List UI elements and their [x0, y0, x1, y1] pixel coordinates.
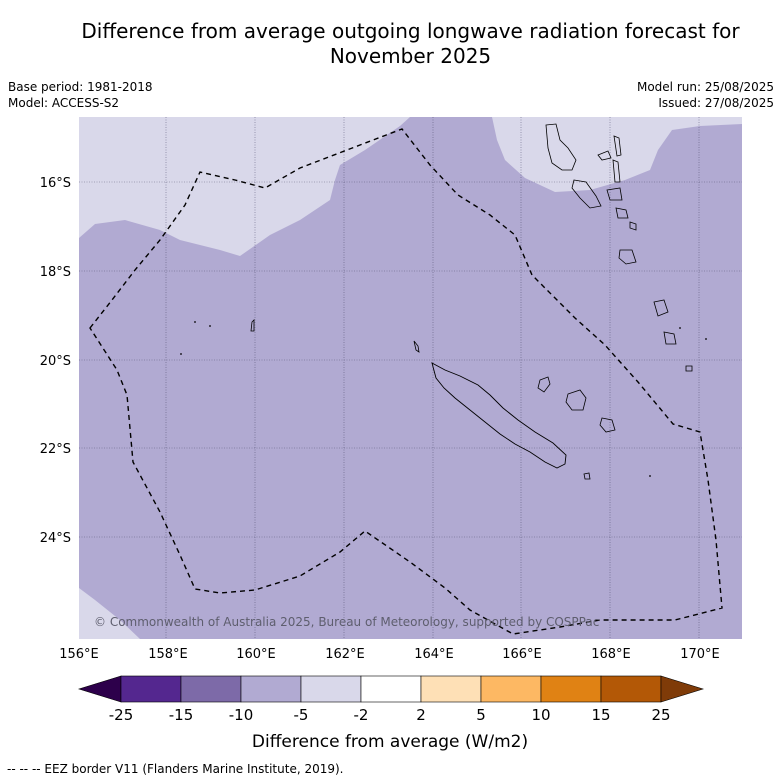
reef-dot — [705, 338, 707, 340]
colorbar-tick-label: 25 — [651, 706, 670, 724]
lat-tick-label: 24°S — [40, 531, 71, 546]
colorbar-tick-label: -15 — [169, 706, 194, 724]
colorbar-segment — [420, 675, 482, 703]
lon-tick-label: 156°E — [59, 647, 99, 662]
lon-tick-label: 158°E — [148, 647, 188, 662]
colorbar-tick-label: -2 — [354, 706, 369, 724]
colorbar-segment — [120, 675, 182, 703]
espiritu-santo-island — [545, 123, 577, 171]
erromango-island — [653, 299, 669, 317]
colorbar — [77, 675, 705, 703]
anomaly-field-light-northwest — [79, 117, 410, 256]
base-period: Base period: 1981-2018 — [8, 80, 153, 94]
aneityum-island — [685, 365, 693, 372]
colorbar-segment — [180, 675, 242, 703]
colorbar-tick-label: -25 — [109, 706, 134, 724]
ambrym-island — [606, 187, 623, 201]
issued-date: Issued: 27/08/2025 — [658, 96, 774, 110]
colorbar-tick-label: 10 — [531, 706, 550, 724]
title-line-2: November 2025 — [329, 44, 492, 68]
lifou-island — [565, 389, 587, 411]
new-caledonia-island — [431, 362, 567, 469]
lon-tick-label: 160°E — [236, 647, 276, 662]
reef-dot — [209, 325, 211, 327]
colorbar-tick-label: -5 — [294, 706, 309, 724]
lon-tick-labels: 156°E 158°E 160°E 162°E 164°E 166°E 168°… — [59, 647, 720, 662]
map-area: © Commonwealth of Australia 2025, Bureau… — [79, 117, 742, 639]
colorbar-segment — [240, 675, 302, 703]
colorbar-tick-label: 5 — [476, 706, 486, 724]
colorbar-segment — [540, 675, 602, 703]
lat-tick-label: 20°S — [40, 354, 71, 369]
tanna-island — [663, 331, 677, 345]
colorbar-tick-label: 2 — [416, 706, 426, 724]
lon-tick-label: 170°E — [680, 647, 720, 662]
lat-tick-label: 22°S — [40, 442, 71, 457]
model-name: Model: ACCESS-S2 — [8, 96, 120, 110]
lat-tick-label: 16°S — [40, 176, 71, 191]
lat-tick-label: 18°S — [40, 265, 71, 280]
malekula-island — [571, 179, 602, 209]
info-right: Model run: 25/08/2025 Issued: 27/08/2025 — [637, 79, 774, 111]
colorbar-labels: -25 -15 -10 -5 -2 2 5 10 15 25 — [109, 706, 671, 724]
colorbar-segment — [480, 675, 542, 703]
ambae-island — [612, 159, 621, 183]
gridlines — [79, 117, 742, 639]
copyright-text: © Commonwealth of Australia 2025, Bureau… — [94, 615, 599, 629]
islet-belep — [413, 340, 420, 353]
maewo-island — [597, 150, 612, 161]
reef-dot — [649, 475, 651, 477]
colorbar-segment — [300, 675, 362, 703]
reef-dot — [679, 327, 681, 329]
colorbar-tick-label: 15 — [591, 706, 610, 724]
colorbar-segment — [600, 675, 662, 703]
colorbar-tick-label: -10 — [229, 706, 254, 724]
colorbar-segment — [360, 675, 422, 703]
lon-tick-label: 164°E — [414, 647, 454, 662]
footer-note: -- -- -- EEZ border V11 (Flanders Marine… — [7, 762, 344, 776]
colorbar-extend-high — [660, 675, 705, 703]
chart-title: Difference from average outgoing longwav… — [0, 19, 781, 69]
lat-tick-labels: 16°S 18°S 20°S 22°S 24°S — [40, 176, 71, 546]
info-left: Base period: 1981-2018 Model: ACCESS-S2 — [8, 79, 153, 111]
shepherd-islands — [629, 221, 637, 231]
reef-dot — [194, 321, 196, 323]
lon-tick-label: 166°E — [502, 647, 542, 662]
anomaly-field-light-southwest — [79, 588, 140, 639]
colorbar-extend-low — [77, 675, 122, 703]
ouvea-island — [537, 376, 551, 393]
isle-of-pines — [583, 472, 591, 480]
lon-tick-label: 168°E — [591, 647, 631, 662]
reef-dot — [180, 353, 182, 355]
colorbar-title: Difference from average (W/m2) — [252, 732, 528, 752]
pentecost-island — [613, 135, 622, 157]
epi-island — [615, 207, 629, 219]
lon-tick-label: 162°E — [325, 647, 365, 662]
model-run: Model run: 25/08/2025 — [636, 80, 774, 94]
title-line-1: Difference from average outgoing longwav… — [81, 19, 740, 43]
mare-island — [599, 417, 616, 433]
chesterfield-reef — [250, 319, 255, 332]
efate-island — [618, 249, 637, 265]
